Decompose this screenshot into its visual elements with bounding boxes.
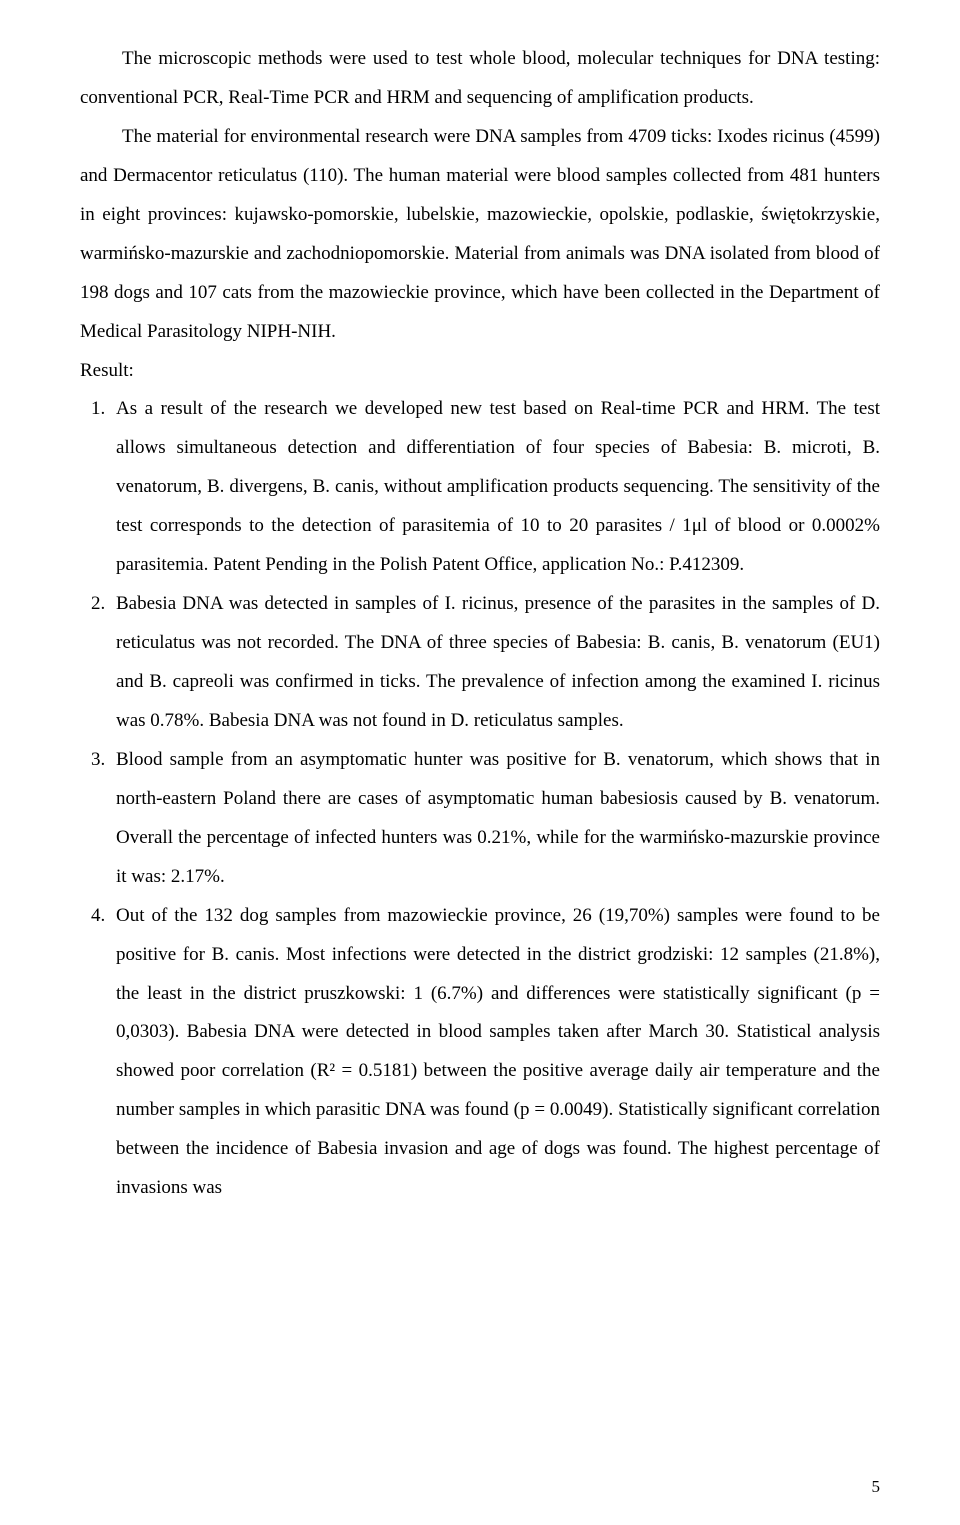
list-item: Blood sample from an asymptomatic hunter… <box>110 741 880 897</box>
page-number: 5 <box>872 1477 881 1497</box>
list-item: Out of the 132 dog samples from mazowiec… <box>110 897 880 1209</box>
list-item: Babesia DNA was detected in samples of I… <box>110 585 880 741</box>
results-list: As a result of the research we developed… <box>80 390 880 1208</box>
list-item: As a result of the research we developed… <box>110 390 880 585</box>
page: The microscopic methods were used to tes… <box>0 0 960 1525</box>
body-text-block: The microscopic methods were used to tes… <box>80 40 880 352</box>
paragraph-2: The material for environmental research … <box>80 118 880 352</box>
paragraph-1: The microscopic methods were used to tes… <box>80 40 880 118</box>
result-heading: Result: <box>80 352 880 391</box>
